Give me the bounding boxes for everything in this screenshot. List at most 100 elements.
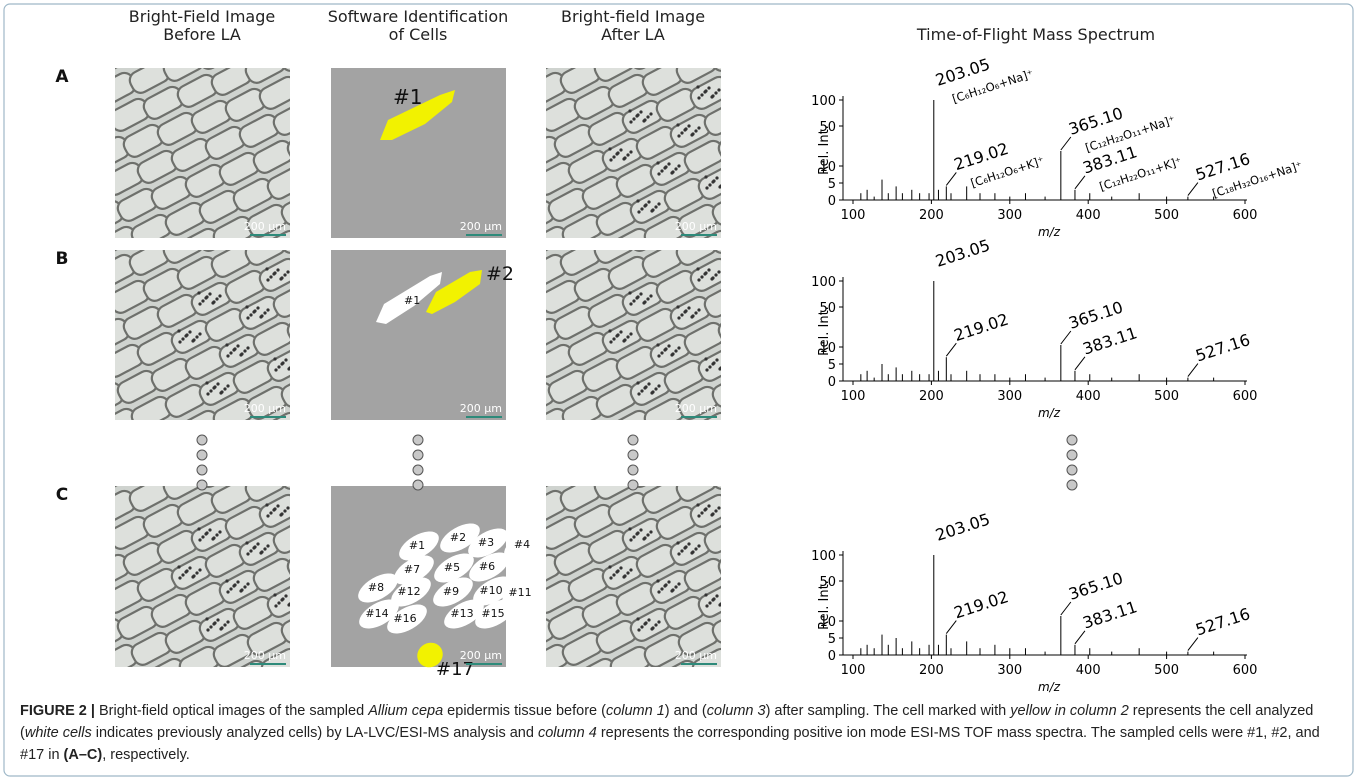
cell-label: #1: [409, 539, 425, 552]
granule: [215, 533, 219, 537]
granule: [636, 199, 640, 203]
granule: [212, 300, 216, 304]
granule: [707, 86, 711, 90]
granule: [229, 351, 233, 355]
selected-cell: [380, 90, 455, 140]
cell-outline: [59, 500, 105, 538]
granule: [745, 558, 748, 561]
granule: [313, 517, 316, 520]
cell-outline: [866, 104, 912, 142]
granule: [209, 389, 213, 393]
cell-outline: [33, 602, 79, 640]
granule: [646, 115, 650, 119]
granule: [317, 289, 320, 292]
granule: [722, 363, 725, 366]
cell-outline: [59, 82, 105, 120]
cell-outline: [750, 296, 796, 334]
cell-outline: [19, 340, 65, 378]
cell-outline: [758, 386, 804, 424]
micrograph: 200 μm: [5, 250, 324, 420]
cell-outline: [714, 0, 760, 10]
granule: [680, 313, 684, 317]
granule: [700, 275, 704, 279]
granule: [717, 270, 721, 274]
granule: [759, 108, 762, 111]
y-tick-label: 10: [819, 615, 836, 630]
granule: [725, 360, 728, 363]
y-tick-label: 0: [828, 194, 836, 209]
granule: [687, 306, 691, 310]
granule: [283, 509, 287, 513]
x-tick-label: 200: [919, 389, 944, 404]
y-tick-label: 50: [819, 301, 836, 316]
cell-outline: [742, 24, 788, 62]
y-axis-label: Rel. Int.: [817, 125, 832, 175]
cell-outline: [852, 260, 898, 298]
ellipsis-dot: [412, 434, 424, 446]
granule: [177, 329, 181, 333]
granule: [639, 528, 643, 532]
analyzed-cell: [376, 272, 442, 324]
granule: [643, 300, 647, 304]
cell-outline: [866, 522, 912, 560]
caption-run: yellow in column 2: [1010, 703, 1129, 719]
granule: [314, 528, 317, 531]
granule: [629, 568, 633, 572]
caption-run: , respectively.: [102, 747, 190, 763]
granule: [277, 601, 281, 605]
cell-outline: [5, 314, 51, 352]
granule: [751, 286, 754, 289]
granule: [629, 120, 633, 124]
cell-outline: [894, 156, 940, 194]
granule: [632, 299, 636, 303]
cell-label: #10: [479, 584, 502, 597]
cell-outline: [756, 468, 802, 506]
cell-outline: [756, 50, 802, 88]
granule: [731, 142, 734, 145]
granule: [226, 620, 230, 624]
granule: [738, 147, 741, 150]
cell-outline: [11, 486, 57, 524]
granule: [793, 336, 796, 339]
cell-outline: [730, 152, 776, 190]
granule: [273, 271, 277, 275]
granule: [667, 344, 671, 348]
granule: [253, 545, 257, 549]
granule: [696, 85, 700, 89]
x-tick-label: 100: [841, 663, 866, 678]
granule: [776, 341, 779, 344]
granule: [704, 271, 708, 275]
cell-outline: [0, 524, 36, 562]
cell-outline: [393, 444, 439, 482]
granule: [216, 382, 220, 386]
cell-outline: [810, 418, 856, 456]
granule: [321, 285, 324, 288]
cell-label: #1: [393, 85, 422, 109]
cell-outline: [559, 250, 602, 276]
granule: [748, 107, 751, 110]
cell-outline: [0, 80, 22, 118]
scale-bar-label: 200 μm: [460, 402, 502, 415]
cell-outline: [852, 78, 898, 116]
granule: [744, 517, 747, 520]
granule: [308, 328, 311, 331]
row-label: C: [56, 485, 68, 505]
cell-outline: [263, 428, 309, 466]
granule: [654, 623, 658, 627]
x-tick-label: 300: [997, 208, 1022, 223]
granule: [314, 558, 317, 561]
cell-outline: [724, 634, 770, 672]
granule: [640, 389, 644, 393]
cell-outline: [162, 68, 205, 82]
granule: [684, 545, 688, 549]
granule: [218, 530, 222, 534]
granule: [297, 563, 300, 566]
granule: [612, 155, 616, 159]
granule: [674, 167, 678, 171]
granule: [758, 291, 761, 294]
column-header: Bright-Field Image: [129, 7, 275, 26]
cell-outline: [506, 444, 552, 482]
granule: [787, 342, 790, 345]
y-tick-label: 50: [819, 120, 836, 135]
